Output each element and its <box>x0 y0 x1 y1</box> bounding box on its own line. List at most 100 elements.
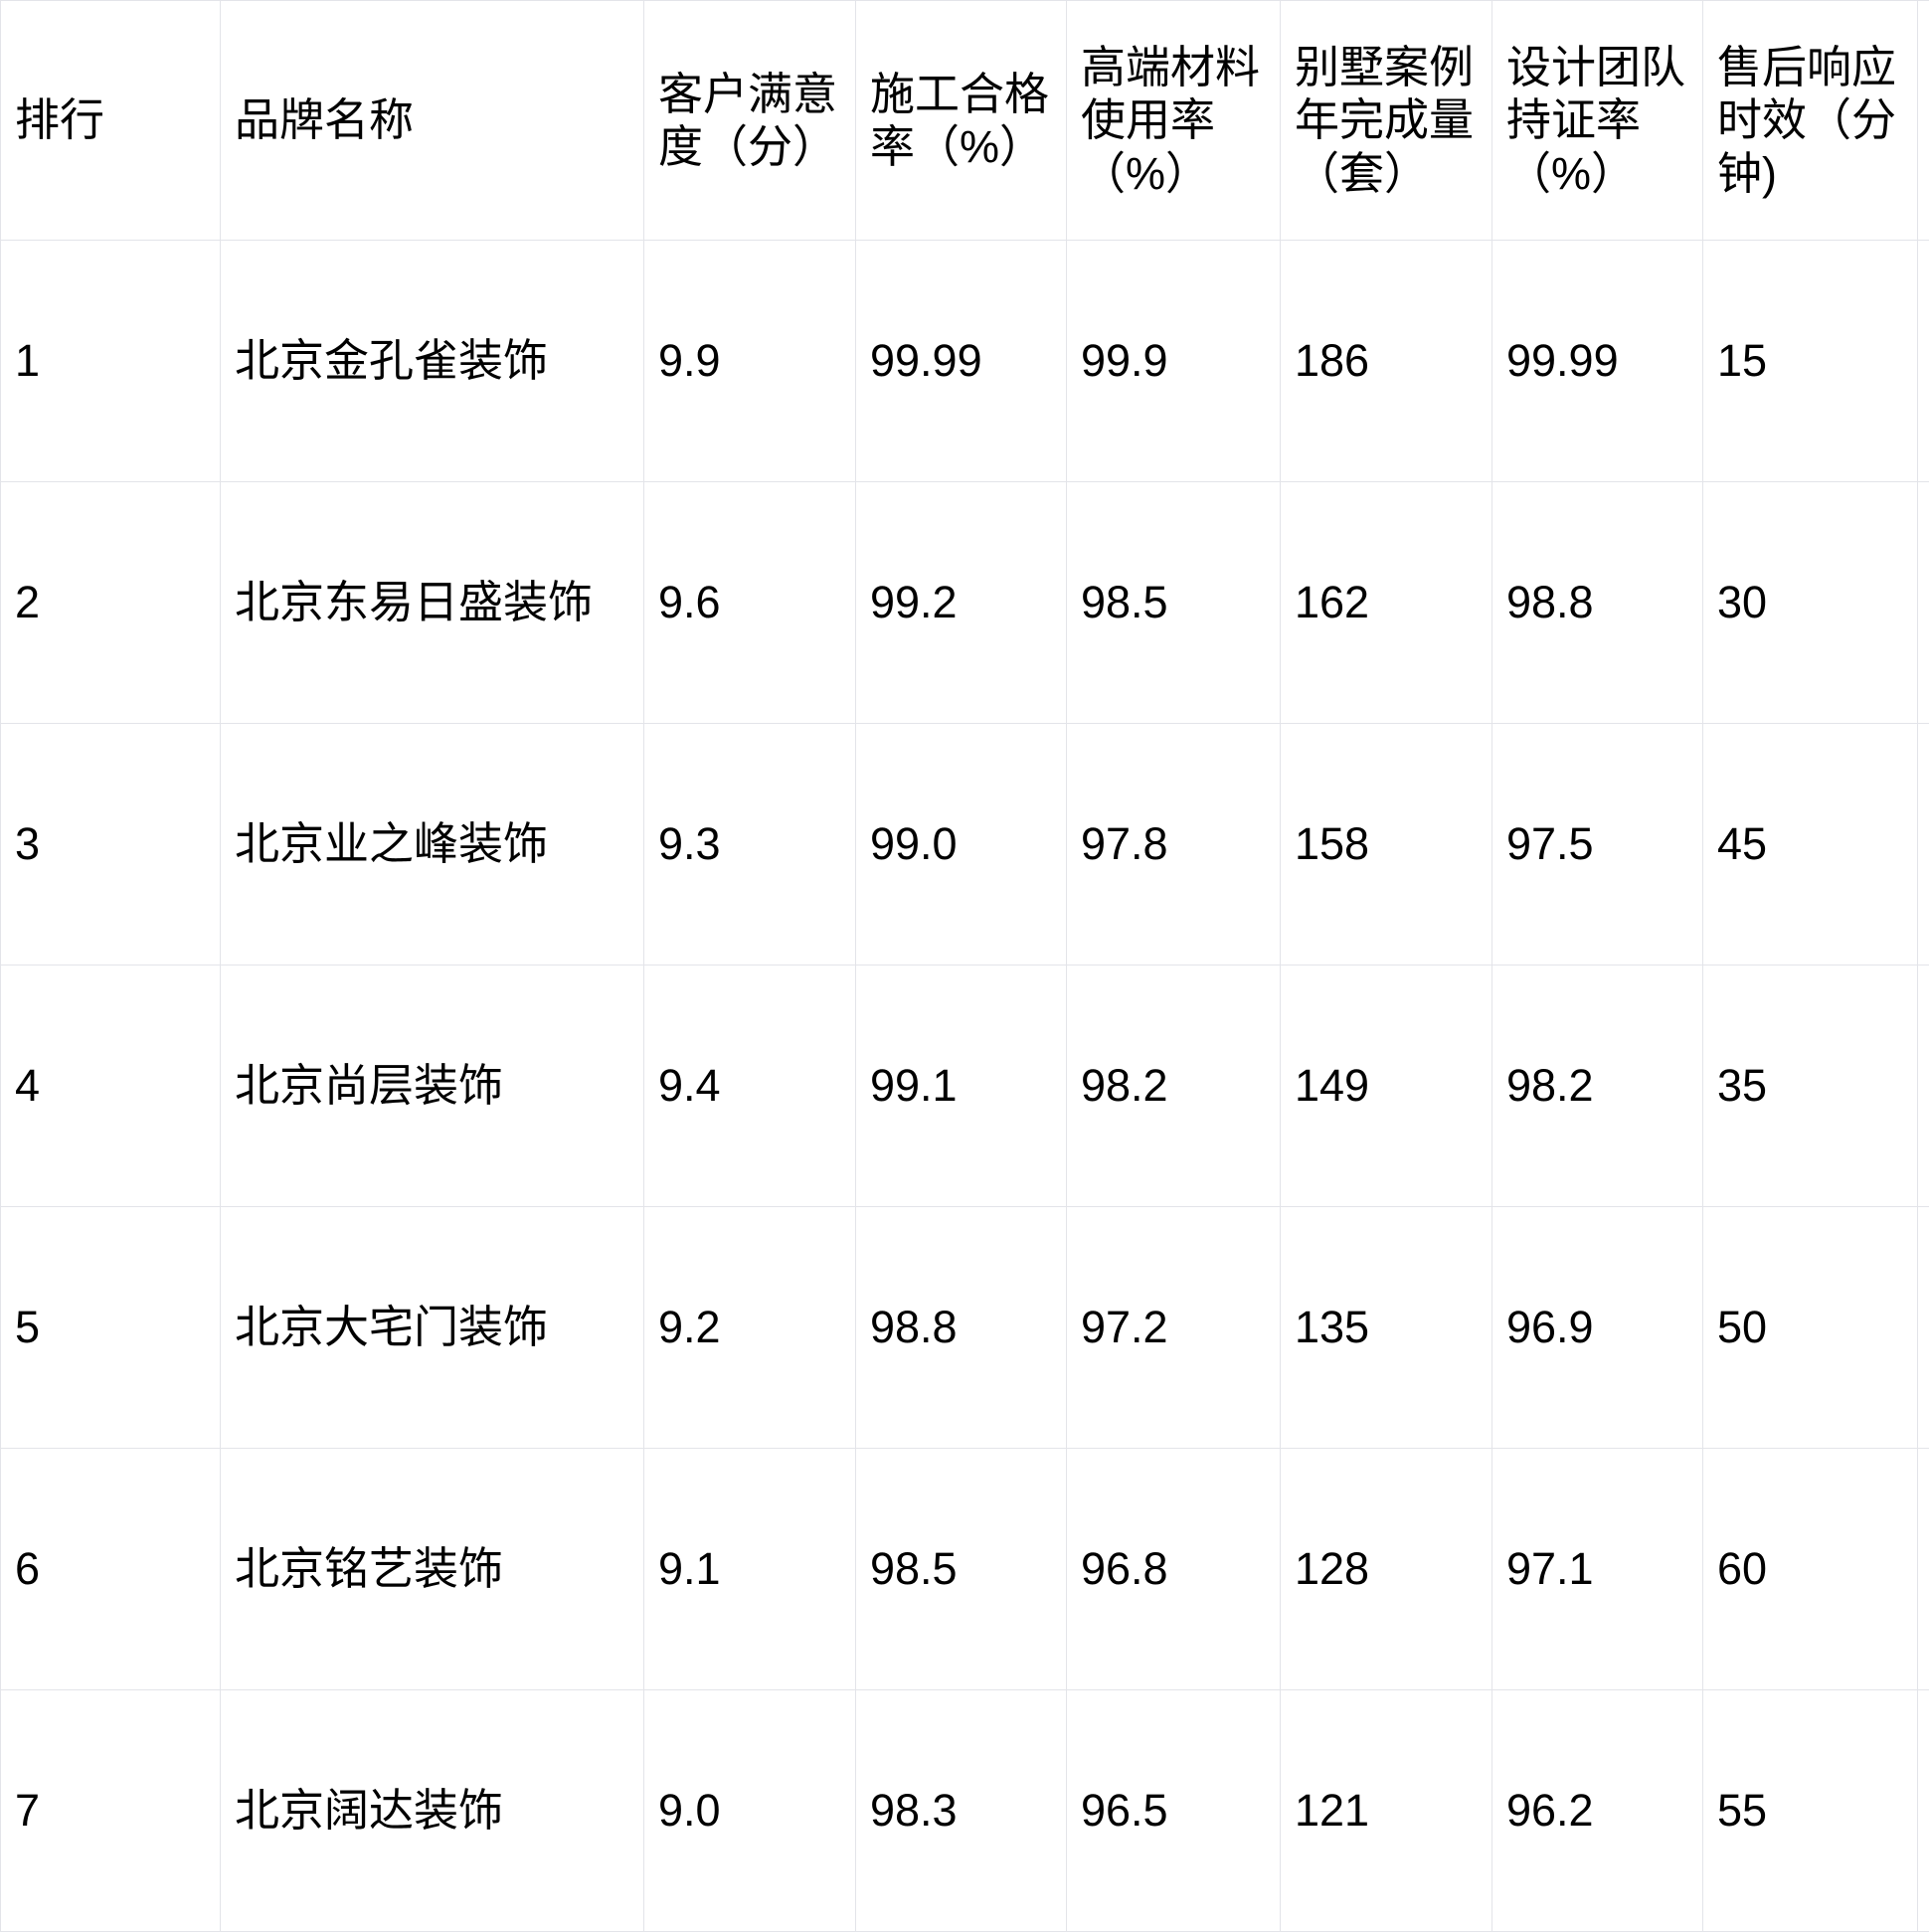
cell-satisfaction-value: 9.4 <box>658 1059 841 1112</box>
cell-repurchase-rate: 56.7 <box>1918 724 1929 966</box>
cell-satisfaction: 9.9 <box>644 241 856 482</box>
cell-certification-rate: 98.2 <box>1492 966 1703 1207</box>
cell-pass-rate-value: 98.3 <box>870 1784 1052 1837</box>
cell-villa-output: 128 <box>1281 1449 1492 1690</box>
column-header-material-usage: 高端材料使用率（%） <box>1067 1 1281 241</box>
cell-satisfaction: 9.4 <box>644 966 856 1207</box>
column-header-pass-rate: 施工合格率（%） <box>856 1 1067 241</box>
cell-satisfaction-value: 9.3 <box>658 817 841 870</box>
cell-response-time-value: 60 <box>1717 1542 1903 1595</box>
cell-brand: 北京业之峰装饰 <box>221 724 644 966</box>
column-header-brand-label: 品牌名称 <box>235 93 629 146</box>
cell-repurchase-rate: 48.6 <box>1918 1690 1929 1932</box>
cell-villa-output: 158 <box>1281 724 1492 966</box>
cell-material-usage: 98.2 <box>1067 966 1281 1207</box>
cell-material-usage-value: 96.8 <box>1081 1542 1266 1595</box>
cell-satisfaction-value: 9.6 <box>658 576 841 628</box>
cell-response-time-value: 35 <box>1717 1059 1903 1112</box>
column-header-villa-output-label: 别墅案例年完成量（套） <box>1295 41 1478 199</box>
column-header-material-usage-label: 高端材料使用率（%） <box>1081 41 1266 199</box>
cell-certification-rate-value: 97.5 <box>1506 817 1688 870</box>
cell-response-time: 50 <box>1703 1207 1918 1449</box>
cell-material-usage-value: 96.5 <box>1081 1784 1266 1837</box>
cell-pass-rate: 98.3 <box>856 1690 1067 1932</box>
cell-material-usage: 99.9 <box>1067 241 1281 482</box>
cell-villa-output-value: 121 <box>1295 1784 1478 1837</box>
table-row: 1 北京金孔雀装饰 9.9 99.99 99.9 186 99.99 15 68… <box>1 241 1929 482</box>
cell-pass-rate: 99.99 <box>856 241 1067 482</box>
header-row: 排行 品牌名称 客户满意度（分） 施工合格率（%） 高端材料使用率（%） 别墅案… <box>1 1 1929 241</box>
column-header-satisfaction-label: 客户满意度（分） <box>658 68 841 173</box>
cell-response-time-value: 50 <box>1717 1301 1903 1353</box>
table-row: 7 北京阔达装饰 9.0 98.3 96.5 121 96.2 55 48.6 <box>1 1690 1929 1932</box>
cell-satisfaction: 9.1 <box>644 1449 856 1690</box>
cell-brand: 北京尚层装饰 <box>221 966 644 1207</box>
cell-certification-rate: 97.5 <box>1492 724 1703 966</box>
cell-pass-rate-value: 99.2 <box>870 576 1052 628</box>
cell-satisfaction-value: 9.9 <box>658 334 841 387</box>
table-body: 1 北京金孔雀装饰 9.9 99.99 99.9 186 99.99 15 68… <box>1 241 1929 1932</box>
cell-material-usage-value: 99.9 <box>1081 334 1266 387</box>
cell-pass-rate: 98.5 <box>856 1449 1067 1690</box>
cell-response-time-value: 45 <box>1717 817 1903 870</box>
cell-certification-rate-value: 98.8 <box>1506 576 1688 628</box>
cell-repurchase-rate: 58.1 <box>1918 966 1929 1207</box>
cell-repurchase-rate: 59.3 <box>1918 482 1929 724</box>
cell-rank: 1 <box>1 241 221 482</box>
cell-material-usage: 96.5 <box>1067 1690 1281 1932</box>
cell-pass-rate-value: 99.1 <box>870 1059 1052 1112</box>
cell-pass-rate: 99.1 <box>856 966 1067 1207</box>
cell-response-time: 15 <box>1703 241 1918 482</box>
cell-rank: 6 <box>1 1449 221 1690</box>
cell-satisfaction: 9.0 <box>644 1690 856 1932</box>
cell-certification-rate: 96.2 <box>1492 1690 1703 1932</box>
table-row: 5 北京大宅门装饰 9.2 98.8 97.2 135 96.9 50 52.5 <box>1 1207 1929 1449</box>
cell-certification-rate-value: 97.1 <box>1506 1542 1688 1595</box>
cell-villa-output: 135 <box>1281 1207 1492 1449</box>
cell-response-time: 35 <box>1703 966 1918 1207</box>
cell-material-usage: 97.8 <box>1067 724 1281 966</box>
cell-repurchase-rate: 52.5 <box>1918 1207 1929 1449</box>
cell-villa-output-value: 149 <box>1295 1059 1478 1112</box>
column-header-rank-label: 排行 <box>15 93 206 146</box>
cell-certification-rate: 99.99 <box>1492 241 1703 482</box>
table-row: 4 北京尚层装饰 9.4 99.1 98.2 149 98.2 35 58.1 <box>1 966 1929 1207</box>
cell-villa-output-value: 128 <box>1295 1542 1478 1595</box>
cell-villa-output-value: 135 <box>1295 1301 1478 1353</box>
cell-rank: 3 <box>1 724 221 966</box>
column-header-villa-output: 别墅案例年完成量（套） <box>1281 1 1492 241</box>
cell-villa-output: 162 <box>1281 482 1492 724</box>
cell-brand-value: 北京金孔雀装饰 <box>235 334 629 387</box>
cell-rank: 4 <box>1 966 221 1207</box>
cell-material-usage-value: 98.5 <box>1081 576 1266 628</box>
cell-rank-value: 7 <box>15 1784 206 1837</box>
column-header-certification-rate-label: 设计团队持证率（%） <box>1506 41 1688 199</box>
cell-satisfaction: 9.3 <box>644 724 856 966</box>
cell-satisfaction: 9.2 <box>644 1207 856 1449</box>
cell-response-time: 45 <box>1703 724 1918 966</box>
cell-villa-output: 149 <box>1281 966 1492 1207</box>
cell-material-usage-value: 98.2 <box>1081 1059 1266 1112</box>
cell-brand-value: 北京阔达装饰 <box>235 1784 629 1837</box>
column-header-satisfaction: 客户满意度（分） <box>644 1 856 241</box>
column-header-rank: 排行 <box>1 1 221 241</box>
cell-material-usage: 96.8 <box>1067 1449 1281 1690</box>
column-header-repurchase-rate: 业主复购率（%） <box>1918 1 1929 241</box>
cell-response-time: 30 <box>1703 482 1918 724</box>
cell-response-time-value: 55 <box>1717 1784 1903 1837</box>
cell-response-time-value: 30 <box>1717 576 1903 628</box>
cell-villa-output-value: 186 <box>1295 334 1478 387</box>
cell-material-usage: 97.2 <box>1067 1207 1281 1449</box>
cell-rank-value: 3 <box>15 817 206 870</box>
cell-rank-value: 5 <box>15 1301 206 1353</box>
cell-villa-output: 121 <box>1281 1690 1492 1932</box>
cell-pass-rate: 98.8 <box>856 1207 1067 1449</box>
cell-brand: 北京金孔雀装饰 <box>221 241 644 482</box>
cell-satisfaction: 9.6 <box>644 482 856 724</box>
cell-response-time-value: 15 <box>1717 334 1903 387</box>
cell-pass-rate: 99.2 <box>856 482 1067 724</box>
cell-brand-value: 北京东易日盛装饰 <box>235 576 629 628</box>
cell-material-usage-value: 97.8 <box>1081 817 1266 870</box>
cell-brand: 北京大宅门装饰 <box>221 1207 644 1449</box>
